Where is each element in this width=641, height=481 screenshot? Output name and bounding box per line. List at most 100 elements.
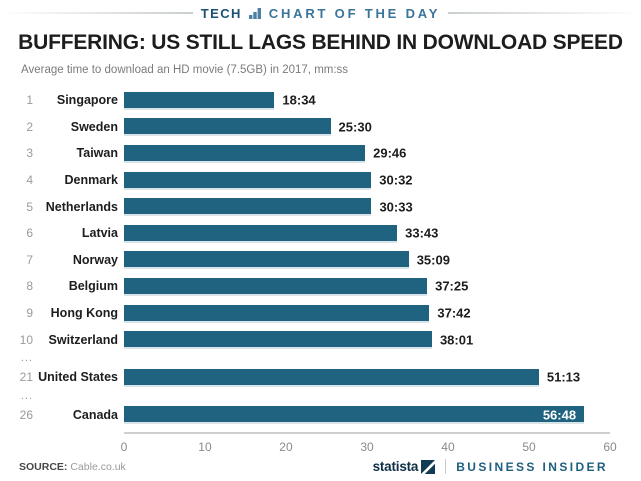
rank-label: 26 — [19, 407, 33, 422]
table-row: 4 Denmark 30:32 — [0, 167, 641, 194]
value-label: 38:01 — [439, 332, 474, 348]
rank-gap-ellipsis: ... — [20, 389, 33, 402]
bar-track: 38:01 — [124, 331, 610, 348]
kicker: TECH CHART OF THE DAY — [0, 5, 641, 21]
country-label: Belgium — [68, 279, 118, 294]
value-label: 30:32 — [379, 172, 413, 188]
value-label: 56:48 — [542, 407, 577, 423]
country-label: Latvia — [81, 226, 118, 241]
bar — [124, 198, 372, 215]
kicker-rule-right — [448, 12, 633, 14]
rank-label: 4 — [26, 173, 33, 188]
bar — [124, 91, 275, 108]
statista-square-icon — [421, 459, 436, 474]
rank-gap-ellipsis: ... — [20, 351, 33, 364]
rank-label: 9 — [26, 306, 33, 321]
country-label: Netherlands — [45, 199, 118, 214]
bar — [124, 331, 432, 348]
x-axis-labels: 0 10 20 30 40 50 60 — [120, 440, 617, 456]
bar-chart: 1 Singapore 18:34 2 Sweden 25:30 3 Taiwa… — [0, 87, 641, 456]
source-label: SOURCE: — [19, 460, 68, 473]
value-label: 37:42 — [437, 305, 471, 321]
bar-track: 56:48 — [124, 406, 610, 423]
value-label: 18:34 — [282, 92, 316, 108]
bar-track: 37:25 — [124, 277, 610, 295]
rank-label: 3 — [26, 146, 33, 161]
kicker-series-label: CHART OF THE DAY — [268, 5, 441, 21]
table-row: 3 Taiwan 29:46 — [0, 140, 641, 167]
bar — [124, 251, 409, 268]
value-label: 35:09 — [416, 252, 450, 268]
country-label: Norway — [72, 252, 118, 267]
table-row: 21 United States 51:13 — [0, 364, 641, 391]
chart-subtitle: Average time to download an HD movie (7.… — [21, 64, 349, 76]
rank-label: 5 — [26, 199, 33, 214]
statista-logo: statista — [373, 459, 436, 474]
value-label: 51:13 — [546, 369, 581, 385]
table-row: 10 Switzerland 38:01 — [0, 326, 641, 353]
x-axis-tick-label: 10 — [198, 440, 212, 455]
country-label: Switzerland — [48, 332, 118, 347]
rank-label: 7 — [26, 252, 33, 267]
table-row: 9 Hong Kong 37:42 — [0, 300, 641, 327]
source-note: SOURCE: Cable.co.uk — [19, 461, 126, 473]
value-label: 30:33 — [379, 199, 413, 215]
table-row: 26 Canada 56:48 — [0, 402, 641, 429]
x-axis-tick-label: 60 — [603, 440, 617, 455]
bar-track: 29:46 — [124, 144, 610, 162]
x-axis-tick-label: 40 — [441, 440, 455, 455]
statista-wordmark: statista — [372, 459, 419, 474]
brand-logos: statista BUSINESS INSIDER — [373, 459, 608, 474]
table-row: 8 Belgium 37:25 — [0, 273, 641, 300]
kicker-section-label: TECH — [200, 5, 242, 21]
table-row: 7 Norway 35:09 — [0, 247, 641, 274]
rank-label: 6 — [26, 226, 33, 241]
bar — [124, 171, 372, 188]
source-value: Cable.co.uk — [70, 460, 126, 473]
brand-divider — [445, 459, 447, 474]
bar-track: 51:13 — [124, 368, 610, 386]
rank-label: 21 — [19, 370, 33, 385]
value-label: 33:43 — [405, 225, 439, 241]
bar-rows: 1 Singapore 18:34 2 Sweden 25:30 3 Taiwa… — [0, 87, 641, 428]
bar — [124, 304, 430, 321]
bar-track: 37:42 — [124, 304, 610, 322]
bar — [124, 224, 398, 241]
value-label: 37:25 — [435, 278, 469, 294]
x-axis-line — [124, 432, 610, 435]
table-row: 6 Latvia 33:43 — [0, 220, 641, 247]
country-label: Singapore — [56, 93, 118, 108]
table-row: 2 Sweden 25:30 — [0, 114, 641, 141]
country-label: United States — [38, 370, 118, 385]
page-title: BUFFERING: US STILL LAGS BEHIND IN DOWNL… — [18, 31, 623, 54]
bar — [124, 406, 585, 423]
bar-chart-icon — [248, 7, 262, 19]
value-label: 29:46 — [373, 145, 407, 161]
kicker-rule-left — [8, 12, 193, 14]
bar — [124, 368, 539, 385]
country-label: Denmark — [64, 173, 119, 188]
country-label: Sweden — [70, 119, 118, 134]
x-axis-tick-label: 50 — [522, 440, 536, 455]
rank-label: 1 — [26, 93, 33, 108]
bar-track: 35:09 — [124, 251, 610, 268]
rank-label: 10 — [19, 332, 33, 347]
country-label: Taiwan — [76, 146, 118, 161]
kicker-text: TECH CHART OF THE DAY — [201, 6, 440, 21]
bar-track: 18:34 — [124, 91, 610, 109]
rank-label: 2 — [26, 119, 33, 134]
table-row: 1 Singapore 18:34 — [0, 87, 641, 114]
x-axis-tick-label: 0 — [120, 440, 128, 455]
country-label: Canada — [72, 407, 118, 422]
bar-track: 30:33 — [124, 198, 610, 215]
country-label: Hong Kong — [50, 306, 118, 321]
bar-track: 30:32 — [124, 171, 610, 189]
bar — [124, 144, 366, 161]
rank-label: 8 — [26, 279, 33, 294]
x-axis-tick-label: 30 — [360, 440, 374, 455]
business-insider-logo: BUSINESS INSIDER — [456, 459, 608, 474]
footer: SOURCE: Cable.co.uk statista BUSINESS IN… — [19, 459, 608, 474]
value-label: 25:30 — [338, 119, 372, 135]
bar — [124, 277, 428, 294]
